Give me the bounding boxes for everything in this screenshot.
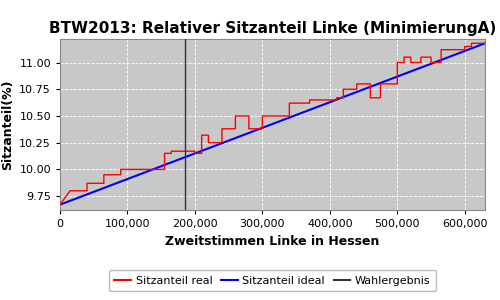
Title: BTW2013: Relativer Sitzanteil Linke (MinimierungA): BTW2013: Relativer Sitzanteil Linke (Min…	[49, 21, 496, 36]
X-axis label: Zweitstimmen Linke in Hessen: Zweitstimmen Linke in Hessen	[166, 235, 380, 248]
Y-axis label: Sitzanteil(%): Sitzanteil(%)	[0, 79, 14, 170]
Legend: Sitzanteil real, Sitzanteil ideal, Wahlergebnis: Sitzanteil real, Sitzanteil ideal, Wahle…	[109, 270, 436, 291]
